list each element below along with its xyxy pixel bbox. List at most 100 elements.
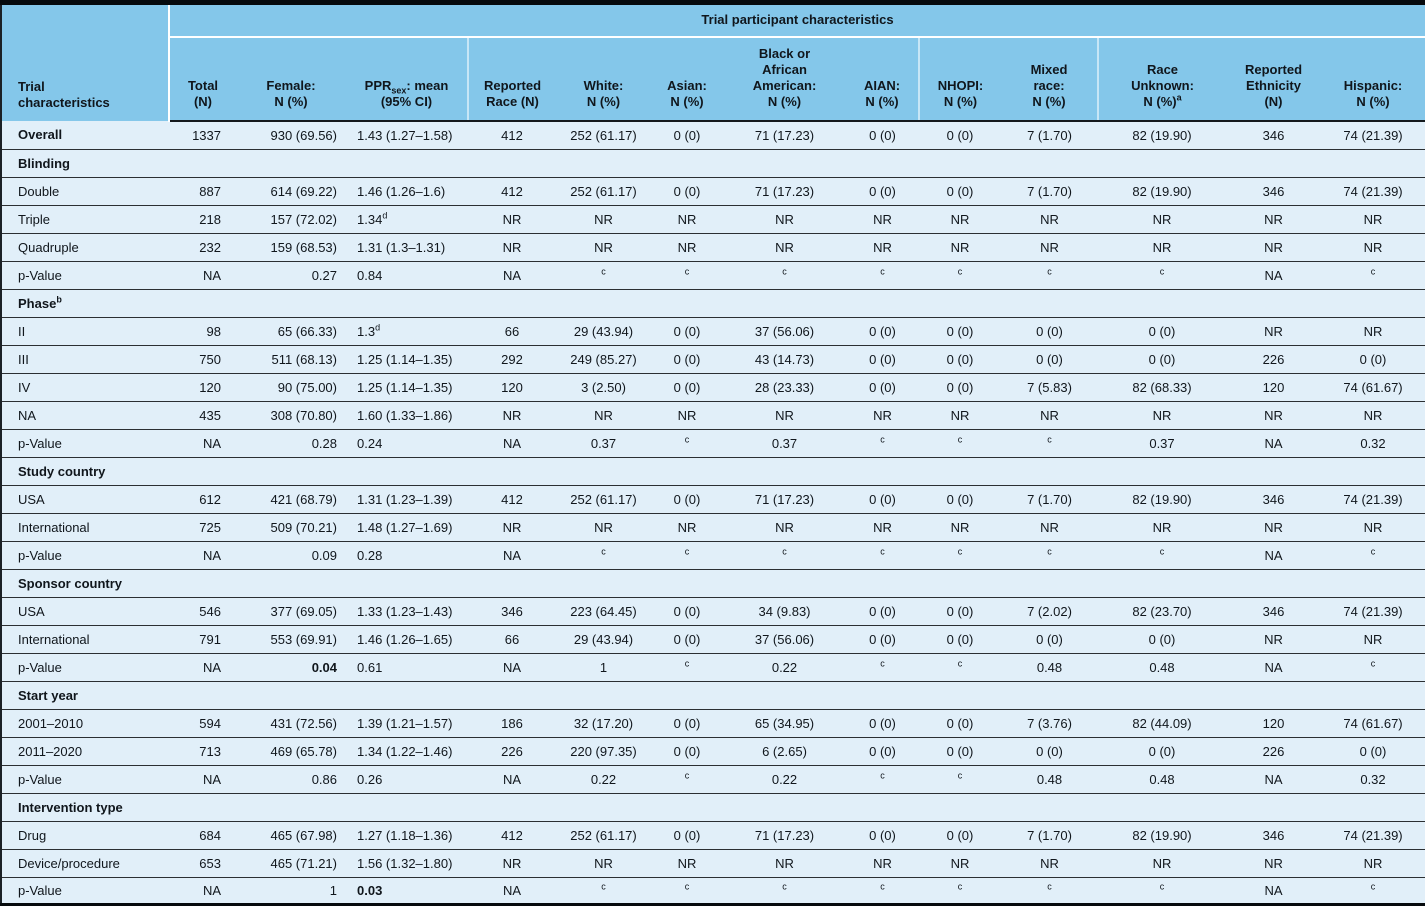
cell-ppr: 0.61 — [346, 652, 468, 681]
cell-total: 1337 — [169, 121, 236, 149]
cell-nhopi: 0 (0) — [919, 736, 1001, 765]
table-row: Drug 684 465 (67.98) 1.27 (1.18–1.36) 412 252… — [1, 820, 1425, 849]
cell-nhopi: 0 (0) — [919, 344, 1001, 373]
cell-white: NR — [556, 512, 651, 541]
cell-mixed: c — [1001, 540, 1098, 569]
table-row: III 750 511 (68.13) 1.25 (1.14–1.35) 292 249 … — [1, 344, 1425, 373]
cell-reported-race: NR — [468, 400, 556, 429]
cell-mixed: 0.48 — [1001, 652, 1098, 681]
cell-reported-race: 412 — [468, 176, 556, 205]
column-header-aian: AIAN: N (%) — [846, 37, 919, 122]
cell-asian: c — [651, 764, 723, 793]
cell-aian: NR — [846, 512, 919, 541]
cell-white: NR — [556, 848, 651, 877]
cell-total: NA — [169, 540, 236, 569]
cell-total: NA — [169, 260, 236, 289]
cell-hispanic: NR — [1321, 848, 1425, 877]
cell-asian: c — [651, 428, 723, 457]
cell-female: 0.86 — [236, 764, 346, 793]
cell-black: NR — [723, 204, 846, 233]
cell-total: 713 — [169, 736, 236, 765]
cell-female: 930 (69.56) — [236, 121, 346, 149]
cell-mixed: 0 (0) — [1001, 344, 1098, 373]
cell-white: 252 (61.17) — [556, 484, 651, 513]
cell-reported-race: NA — [468, 428, 556, 457]
cell-total: 887 — [169, 176, 236, 205]
row-label: p-Value — [1, 540, 169, 569]
cell-reported-ethnicity: 346 — [1226, 596, 1321, 625]
section-label: Blinding — [1, 148, 1425, 177]
cell-ppr: 1.56 (1.32–1.80) — [346, 848, 468, 877]
cell-race-unknown: 82 (68.33) — [1098, 372, 1226, 401]
cell-reported-race: NA — [468, 540, 556, 569]
cell-white: 252 (61.17) — [556, 820, 651, 849]
cell-asian: c — [651, 540, 723, 569]
section-label: Intervention type — [1, 792, 1425, 821]
cell-female: 1 — [236, 876, 346, 905]
column-header-trial-characteristics: Trial characteristics — [1, 2, 170, 121]
row-label: III — [1, 344, 169, 373]
cell-ppr: 1.25 (1.14–1.35) — [346, 372, 468, 401]
cell-reported-race: NA — [468, 876, 556, 905]
cell-reported-race: 412 — [468, 121, 556, 149]
row-label: USA — [1, 596, 169, 625]
table-row: p-Value NA 0.27 0.84 NA c c c c c c c NA c — [1, 260, 1425, 289]
column-header-reported-race: Reported Race (N) — [467, 37, 556, 122]
cell-black: 71 (17.23) — [723, 121, 846, 149]
cell-asian: NR — [651, 848, 723, 877]
cell-mixed: 0 (0) — [1001, 316, 1098, 345]
cell-white: 3 (2.50) — [556, 372, 651, 401]
cell-total: NA — [169, 764, 236, 793]
cell-asian: NR — [651, 512, 723, 541]
cell-reported-ethnicity: 346 — [1226, 176, 1321, 205]
cell-total: 120 — [169, 372, 236, 401]
cell-aian: c — [846, 260, 919, 289]
cell-reported-ethnicity: NA — [1226, 876, 1321, 905]
cell-reported-ethnicity: NR — [1226, 316, 1321, 345]
section-row: Sponsor country — [1, 568, 1425, 597]
cell-race-unknown: 0 (0) — [1098, 624, 1226, 653]
table-row: NA 435 308 (70.80) 1.60 (1.33–1.86) NR NR NR NR… — [1, 400, 1425, 429]
cell-hispanic: 74 (61.67) — [1321, 708, 1425, 737]
cell-black: c — [723, 260, 846, 289]
cell-white: NR — [556, 232, 651, 261]
table-row: Device/procedure 653 465 (71.21) 1.56 (1.32… — [1, 848, 1425, 877]
cell-mixed: 7 (1.70) — [1001, 121, 1098, 149]
cell-female: 421 (68.79) — [236, 484, 346, 513]
cell-mixed: 7 (1.70) — [1001, 820, 1098, 849]
cell-hispanic: 0.32 — [1321, 764, 1425, 793]
row-label: International — [1, 624, 169, 653]
cell-hispanic: 74 (21.39) — [1321, 484, 1425, 513]
section-row: Study country — [1, 456, 1425, 485]
cell-white: 29 (43.94) — [556, 624, 651, 653]
cell-asian: 0 (0) — [651, 121, 723, 149]
cell-mixed: c — [1001, 260, 1098, 289]
cell-total: 653 — [169, 848, 236, 877]
cell-aian: c — [846, 540, 919, 569]
cell-aian: 0 (0) — [846, 344, 919, 373]
cell-aian: 0 (0) — [846, 736, 919, 765]
cell-aian: c — [846, 764, 919, 793]
cell-total: 725 — [169, 512, 236, 541]
cell-ppr: 1.43 (1.27–1.58) — [346, 121, 468, 149]
section-row: Blinding — [1, 148, 1425, 177]
cell-hispanic: c — [1321, 652, 1425, 681]
cell-hispanic: NR — [1321, 624, 1425, 653]
cell-mixed: 7 (2.02) — [1001, 596, 1098, 625]
cell-reported-race: 226 — [468, 736, 556, 765]
cell-reported-ethnicity: NA — [1226, 652, 1321, 681]
cell-black: 0.22 — [723, 652, 846, 681]
table-row: 2001–2010 594 431 (72.56) 1.39 (1.21–1.57) 1… — [1, 708, 1425, 737]
cell-ppr: 0.28 — [346, 540, 468, 569]
cell-reported-ethnicity: 226 — [1226, 344, 1321, 373]
span-header-row: Trial characteristics Trial participant … — [1, 2, 1425, 121]
cell-nhopi: 0 (0) — [919, 372, 1001, 401]
cell-asian: c — [651, 876, 723, 905]
cell-female: 511 (68.13) — [236, 344, 346, 373]
cell-black: 65 (34.95) — [723, 708, 846, 737]
cell-hispanic: c — [1321, 540, 1425, 569]
cell-reported-race: 412 — [468, 820, 556, 849]
cell-black: NR — [723, 848, 846, 877]
cell-black: NR — [723, 232, 846, 261]
